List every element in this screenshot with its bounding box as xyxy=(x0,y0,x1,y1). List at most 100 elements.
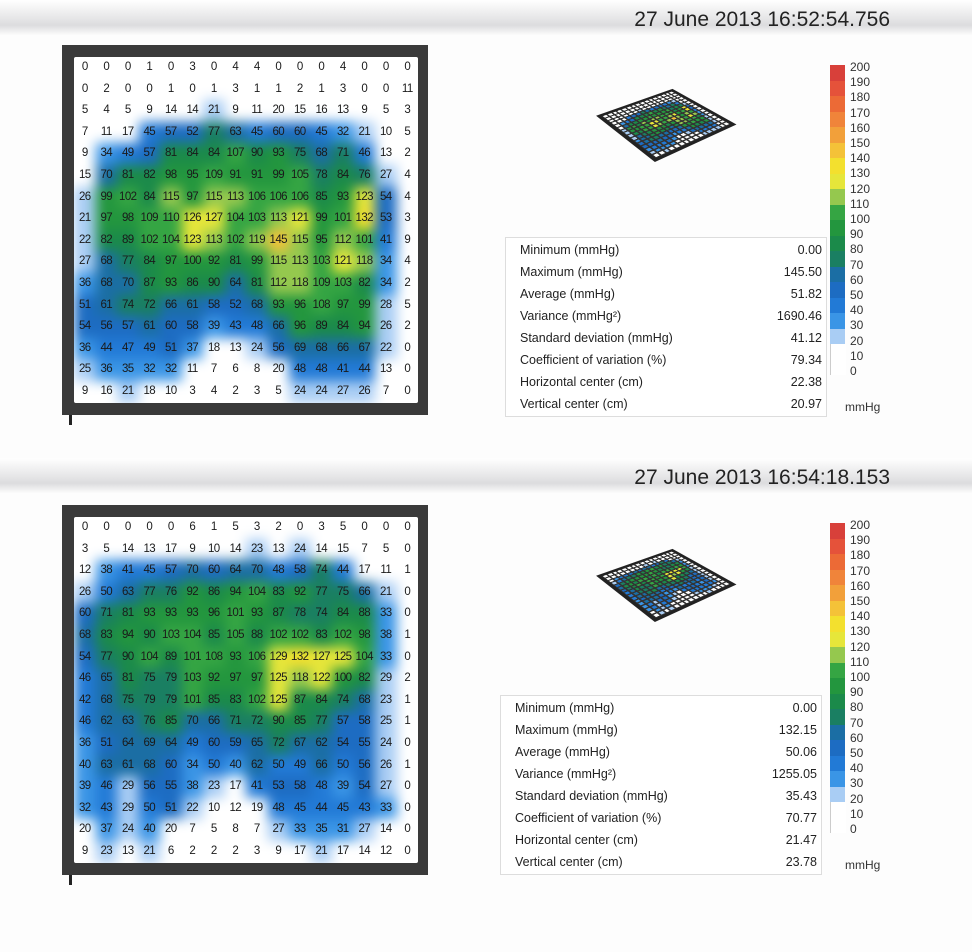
heatmap-cell xyxy=(117,668,139,690)
header-band xyxy=(0,0,972,36)
cell-value: 123 xyxy=(183,233,202,246)
cell-value: 74 xyxy=(121,298,134,311)
heatmap-cell xyxy=(117,560,139,582)
heatmap-cell xyxy=(160,100,182,122)
cell-value: 3 xyxy=(253,385,260,397)
cell-value: 103 xyxy=(248,212,266,225)
cell-value: 68 xyxy=(100,255,113,268)
heatmap-cell xyxy=(246,625,268,647)
heatmap-cell xyxy=(95,603,117,625)
heatmap-cell xyxy=(396,208,418,230)
heatmap-cell xyxy=(246,538,268,561)
heatmap-cell xyxy=(332,337,354,360)
heatmap-cell xyxy=(267,381,289,403)
heatmap-cell xyxy=(310,57,332,79)
heatmap-cell xyxy=(246,143,268,165)
3d-surface-grid xyxy=(601,91,731,159)
cell-value: 43 xyxy=(358,801,371,814)
cell-value: 102 xyxy=(119,190,137,203)
colorbar-tick-label: 0 xyxy=(850,364,857,378)
cell-value: 0 xyxy=(404,363,411,376)
cell-value: 9 xyxy=(81,147,88,160)
heatmap-cell xyxy=(117,229,139,252)
cell-value: 97 xyxy=(250,672,263,685)
cell-value: 93 xyxy=(186,607,199,620)
cell-value: 19 xyxy=(250,801,263,814)
heatmap-cell xyxy=(246,251,268,273)
cell-value: 97 xyxy=(100,212,113,225)
heatmap-cell xyxy=(396,294,418,317)
cell-value: 125 xyxy=(334,650,352,663)
cell-value: 60 xyxy=(164,320,177,333)
heatmap-cell xyxy=(224,273,246,295)
heatmap-cell xyxy=(289,337,311,360)
cell-value: 49 xyxy=(293,758,306,771)
heatmap-cell xyxy=(310,689,332,712)
heatmap-cell xyxy=(203,165,225,187)
cell-value: 102 xyxy=(248,693,266,706)
heatmap-cell xyxy=(95,57,117,79)
cell-value: 103 xyxy=(334,277,352,289)
heatmap-cell xyxy=(224,78,246,101)
cell-value: 3 xyxy=(189,61,196,73)
colorbar-segment xyxy=(830,173,845,189)
cell-value: 94 xyxy=(358,320,371,333)
cell-value: 0 xyxy=(404,521,411,533)
heatmap-cell xyxy=(396,229,418,252)
cell-value: 42 xyxy=(78,693,91,706)
cell-value: 97 xyxy=(186,190,199,203)
cell-value: 68 xyxy=(315,341,328,354)
heatmap-cell xyxy=(181,208,203,230)
cell-value: 5 xyxy=(232,521,239,533)
cell-value: 51 xyxy=(164,341,177,354)
cell-value: 1 xyxy=(318,82,325,95)
heatmap-cell xyxy=(95,689,117,712)
colorbar-segment xyxy=(830,817,846,833)
colorbar-segment xyxy=(830,297,845,313)
colorbar-tick-label: 40 xyxy=(850,303,864,318)
heatmap-cell xyxy=(310,165,332,187)
heatmap-cell xyxy=(95,646,117,669)
cell-value: 49 xyxy=(186,737,199,749)
heatmap-cell xyxy=(224,689,246,712)
cell-value: 17 xyxy=(229,780,242,793)
heatmap-cell xyxy=(203,517,225,539)
stat-label: Maximum (mmHg) xyxy=(520,265,623,279)
heatmap-cell xyxy=(353,668,375,690)
cell-value: 93 xyxy=(272,298,285,311)
cell-value: 45 xyxy=(336,801,349,814)
heatmap-cell xyxy=(332,581,354,604)
heatmap-cell xyxy=(224,186,246,209)
colorbar-unit: mmHg xyxy=(845,400,881,414)
heatmap-cell xyxy=(160,273,182,295)
colorbar-segment xyxy=(830,523,845,539)
heatmap-cell xyxy=(117,57,139,79)
colorbar-segment xyxy=(830,65,845,81)
cell-value: 50 xyxy=(100,585,113,598)
heatmap-cell xyxy=(332,538,354,561)
cell-value: 23 xyxy=(379,693,392,706)
cell-value: 0 xyxy=(382,521,389,533)
cell-value: 88 xyxy=(250,629,263,641)
cell-value: 15 xyxy=(293,104,306,117)
cell-value: 1 xyxy=(275,82,282,95)
heatmap-cell xyxy=(310,517,332,539)
colorbar-unit: mmHg xyxy=(845,858,881,872)
heatmap-cell xyxy=(353,251,375,273)
cell-value: 54 xyxy=(358,780,371,793)
cell-value: 85 xyxy=(207,693,220,706)
cell-value: 39 xyxy=(78,780,91,793)
cell-value: 60 xyxy=(207,737,220,749)
cell-value: 5 xyxy=(275,385,282,397)
cell-value: 22 xyxy=(379,341,392,354)
heatmap-cell xyxy=(289,251,311,273)
cell-value: 108 xyxy=(312,298,331,311)
heatmap-cell xyxy=(246,294,268,317)
cell-value: 12 xyxy=(78,564,91,577)
cell-value: 54 xyxy=(336,737,349,749)
heatmap-cell xyxy=(375,78,397,101)
cell-value: 66 xyxy=(207,715,220,728)
cell-value: 2 xyxy=(232,845,239,857)
cell-value: 47 xyxy=(121,341,134,354)
cell-value: 57 xyxy=(121,320,134,333)
